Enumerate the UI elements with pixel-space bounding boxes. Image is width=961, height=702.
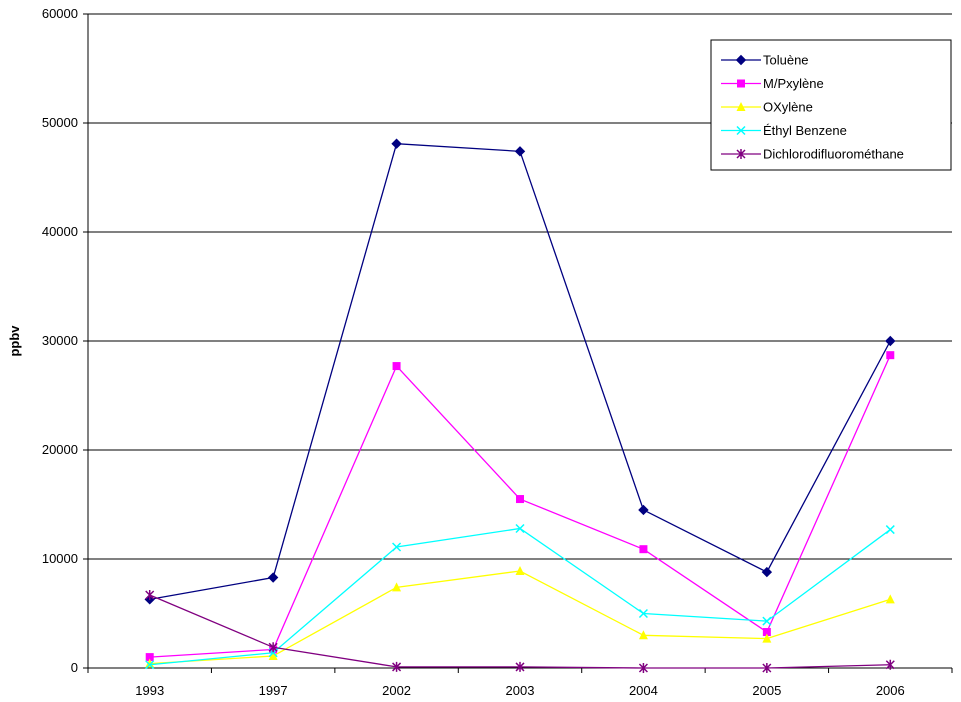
legend-item: M/Pxylène bbox=[721, 76, 824, 91]
series-group bbox=[144, 138, 896, 673]
series-3 bbox=[145, 523, 895, 670]
legend-label: Dichlorodifluorométhane bbox=[763, 147, 904, 162]
data-point bbox=[639, 545, 648, 554]
data-point bbox=[638, 663, 648, 673]
legend-marker bbox=[736, 149, 746, 159]
data-point bbox=[145, 653, 154, 662]
data-point bbox=[268, 651, 278, 661]
series-0 bbox=[144, 138, 896, 605]
legend-marker bbox=[737, 79, 745, 88]
x-tick-label: 2004 bbox=[629, 683, 658, 698]
x-tick-label: 1997 bbox=[259, 683, 288, 698]
data-point bbox=[761, 566, 773, 578]
y-tick-label: 10000 bbox=[42, 551, 78, 566]
data-point bbox=[638, 608, 648, 619]
data-point bbox=[885, 659, 895, 670]
legend-marker bbox=[736, 125, 746, 136]
data-point bbox=[145, 660, 155, 670]
data-point bbox=[762, 663, 772, 673]
data-point bbox=[516, 495, 524, 504]
gridlines bbox=[88, 13, 952, 560]
x-tick-label: 2003 bbox=[506, 683, 535, 698]
legend-item: Toluène bbox=[721, 53, 809, 68]
x-tick-label: 2005 bbox=[752, 683, 781, 698]
y-tick-labels: 0 10000 20000 30000 40000 50000 60000 bbox=[42, 6, 78, 675]
data-point bbox=[267, 572, 279, 583]
legend-label: M/Pxylène bbox=[763, 76, 824, 91]
data-point bbox=[762, 633, 772, 643]
x-tick-label: 2006 bbox=[876, 683, 905, 698]
legend-marker bbox=[735, 54, 747, 66]
data-point bbox=[762, 616, 772, 626]
x-tick-label: 1993 bbox=[135, 683, 164, 698]
legend-box bbox=[710, 39, 952, 171]
data-point bbox=[885, 594, 895, 604]
legend-item: Dichlorodifluorométhane bbox=[721, 147, 904, 162]
legend-item: OXylène bbox=[721, 100, 813, 115]
legend-item: Éthyl Benzene bbox=[721, 123, 847, 138]
data-point bbox=[885, 335, 896, 347]
y-tick-label: 50000 bbox=[42, 115, 78, 130]
data-point bbox=[391, 138, 402, 149]
legend-marker bbox=[736, 102, 746, 111]
data-point bbox=[886, 351, 895, 360]
y-tick-label: 40000 bbox=[42, 224, 78, 239]
series-1 bbox=[145, 351, 895, 662]
data-point bbox=[638, 630, 648, 640]
data-point bbox=[268, 642, 278, 653]
y-tick-label: 60000 bbox=[42, 6, 78, 21]
x-tick-labels: 1993 1997 2002 2003 2004 2005 2006 bbox=[135, 683, 904, 698]
data-point bbox=[515, 565, 525, 575]
legend-label: Éthyl Benzene bbox=[763, 123, 847, 138]
data-point bbox=[885, 525, 895, 535]
data-point bbox=[762, 628, 771, 637]
data-point bbox=[145, 658, 155, 668]
data-point bbox=[145, 589, 155, 600]
y-tick-label: 0 bbox=[71, 660, 78, 675]
series-4 bbox=[145, 589, 895, 673]
data-point bbox=[392, 542, 402, 552]
data-point bbox=[638, 504, 649, 516]
data-point bbox=[392, 362, 401, 371]
series-2 bbox=[145, 565, 895, 668]
data-point bbox=[515, 661, 525, 672]
series-line-0 bbox=[149, 143, 891, 600]
y-tick-label: 20000 bbox=[42, 442, 78, 457]
data-point bbox=[392, 661, 402, 672]
y-axis-label: ppbv bbox=[7, 325, 22, 357]
y-tick-label: 30000 bbox=[42, 333, 78, 348]
legend-label: Toluène bbox=[763, 53, 809, 68]
legend-label: OXylène bbox=[763, 100, 813, 115]
data-point bbox=[514, 146, 526, 157]
data-point bbox=[515, 523, 525, 534]
x-tick-label: 2002 bbox=[382, 683, 411, 698]
legend: Toluène M/Pxylène OXylène Éthyl Benzene Dich… bbox=[710, 39, 952, 171]
data-point bbox=[392, 582, 402, 592]
